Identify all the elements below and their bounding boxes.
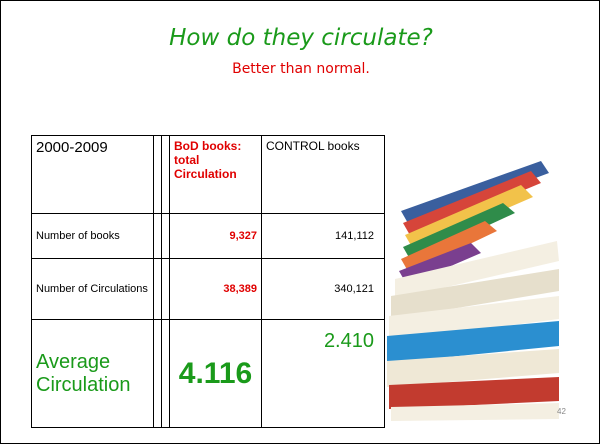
subtitle: Better than normal. <box>1 61 600 77</box>
books-image <box>381 151 561 421</box>
cell <box>154 214 162 259</box>
cell: 38,389 <box>170 259 262 320</box>
cell <box>162 136 170 214</box>
cell: 9,327 <box>170 214 262 259</box>
cell: Number of Circulations <box>32 259 154 320</box>
cell: 2000-2009 <box>32 136 154 214</box>
book-fan <box>387 161 559 421</box>
title: How do they circulate? <box>1 25 600 51</box>
slide: How do they circulate? Better than norma… <box>0 0 600 444</box>
cell: BoD books: total Circulation <box>170 136 262 214</box>
table: 2000-2009 BoD books: total Circulation C… <box>31 135 385 428</box>
page: How do they circulate? Better than norma… <box>0 0 600 444</box>
page-number: 42 <box>557 407 566 416</box>
cell <box>154 259 162 320</box>
cell <box>162 259 170 320</box>
cell <box>154 320 162 428</box>
cell <box>162 320 170 428</box>
cell: Average Circulation <box>32 320 154 428</box>
cell <box>162 214 170 259</box>
cell: Number of books <box>32 214 154 259</box>
cell: 340,121 <box>262 259 385 320</box>
cell: 4.116 <box>170 320 262 428</box>
cell: 141,112 <box>262 214 385 259</box>
cell <box>154 136 162 214</box>
cell: CONTROL books <box>262 136 385 214</box>
cell: 2.410 <box>262 320 385 428</box>
